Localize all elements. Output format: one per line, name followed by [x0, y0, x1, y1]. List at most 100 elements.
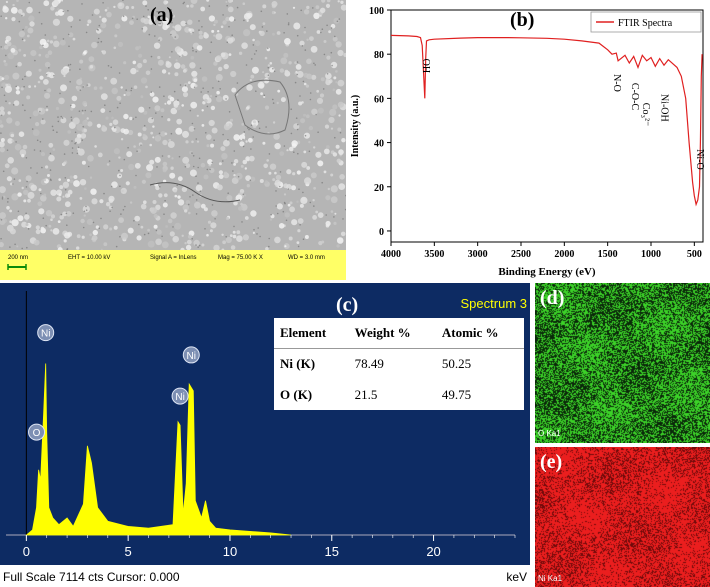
- sem-pore: [228, 111, 231, 113]
- sem-grain: [112, 127, 117, 132]
- sem-crack: [149, 182, 241, 203]
- sem-grain: [94, 145, 97, 148]
- sem-grain: [334, 212, 337, 215]
- sem-pore: [232, 170, 234, 172]
- sem-grain: [32, 110, 39, 117]
- sem-image-panel: (a) 200 nm EHT = 10.00 kV Signal A = InL…: [0, 0, 346, 280]
- sem-grain: [268, 171, 272, 175]
- sem-grain: [319, 93, 325, 98]
- sem-grain: [321, 0, 326, 3]
- sem-grain: [190, 4, 194, 8]
- sem-pore: [5, 100, 7, 102]
- sem-pore: [26, 246, 28, 249]
- table-cell: 21.5: [354, 386, 378, 402]
- peak-annotation: OH: [420, 59, 431, 73]
- sem-grain: [5, 17, 8, 20]
- sem-grain: [293, 123, 300, 130]
- sem-grain: [263, 163, 269, 169]
- sem-grain: [0, 124, 4, 128]
- sem-grain: [292, 6, 296, 9]
- sem-pore: [159, 22, 162, 25]
- sem-grain: [301, 161, 308, 168]
- sem-grain: [58, 97, 65, 105]
- sem-grain: [38, 53, 42, 57]
- sem-pore: [39, 150, 42, 152]
- sem-pore: [75, 141, 77, 144]
- sem-pore: [309, 98, 312, 101]
- sem-pore: [40, 192, 42, 195]
- sem-pore: [12, 183, 14, 185]
- sem-pore: [174, 36, 177, 38]
- sem-grain: [70, 107, 74, 111]
- x-tick-label: 2000: [554, 249, 574, 260]
- sem-grain: [239, 141, 245, 147]
- sem-grain: [138, 106, 145, 113]
- sem-pore: [297, 123, 299, 126]
- sem-grain: [175, 127, 183, 135]
- sem-grain: [57, 8, 60, 11]
- sem-grain: [269, 67, 275, 73]
- sem-grain: [231, 87, 237, 93]
- sem-grain: [117, 41, 124, 48]
- sem-grain: [30, 50, 37, 57]
- sem-pore: [192, 31, 194, 34]
- sem-grain: [47, 88, 52, 93]
- sem-pore: [25, 186, 28, 188]
- eds-chart: 0 5 10 15 20 Ni O Ni Ni Spectrum 3 (c) Full Scale 7…: [0, 291, 530, 587]
- sem-grain: [40, 119, 46, 125]
- sem-pore: [225, 98, 227, 100]
- sem-grain: [39, 38, 47, 46]
- sem-pore: [143, 124, 146, 127]
- sem-grain: [176, 118, 183, 125]
- sem-pore: [56, 131, 58, 133]
- sem-pore: [13, 178, 16, 180]
- sem-pore: [119, 174, 121, 177]
- sem-grain: [210, 105, 216, 111]
- sem-grain: [6, 41, 12, 47]
- sem-grain: [1, 82, 7, 88]
- sem-grain: [157, 59, 164, 66]
- sem-pore: [53, 74, 55, 77]
- sem-pore: [147, 9, 149, 11]
- sem-grain: [172, 235, 179, 243]
- sem-pore: [70, 116, 73, 119]
- sem-grain: [4, 62, 8, 67]
- sem-grain: [137, 62, 143, 69]
- sem-grain: [194, 84, 198, 88]
- sem-grain: [306, 166, 311, 170]
- sem-pore: [23, 85, 25, 88]
- eds-footer-bar: [0, 565, 530, 587]
- sem-grain: [264, 72, 270, 78]
- sem-grain: [182, 156, 190, 164]
- sem-grain: [259, 179, 264, 183]
- sem-grain: [150, 131, 154, 135]
- sem-grain: [323, 148, 330, 155]
- sem-grain: [279, 151, 285, 157]
- sem-grain: [221, 152, 228, 160]
- sem-pore: [124, 205, 126, 208]
- sem-pore: [210, 41, 213, 43]
- sem-grain: [167, 141, 175, 148]
- sem-pore: [136, 18, 138, 21]
- sem-grain: [190, 101, 198, 109]
- sem-grain: [336, 237, 344, 244]
- sem-grain: [211, 29, 215, 33]
- sem-pore: [155, 229, 158, 232]
- sem-grain: [82, 119, 89, 126]
- sem-grain: [218, 66, 223, 72]
- sem-grain: [0, 147, 5, 153]
- peak-annotation: N-O: [611, 74, 622, 92]
- panel-e-letter: (e): [540, 451, 563, 473]
- sem-pore: [125, 89, 127, 91]
- sem-grain: [84, 187, 87, 190]
- sem-grain: [278, 223, 285, 229]
- sem-grain: [230, 245, 236, 250]
- sem-grain: [187, 234, 193, 239]
- sem-grain: [174, 194, 178, 198]
- sem-grain: [71, 95, 78, 102]
- sem-grain: [317, 107, 324, 114]
- sem-pore: [103, 192, 105, 195]
- sem-grain: [60, 84, 67, 92]
- sem-grain: [152, 96, 159, 103]
- sem-grain: [1, 47, 4, 50]
